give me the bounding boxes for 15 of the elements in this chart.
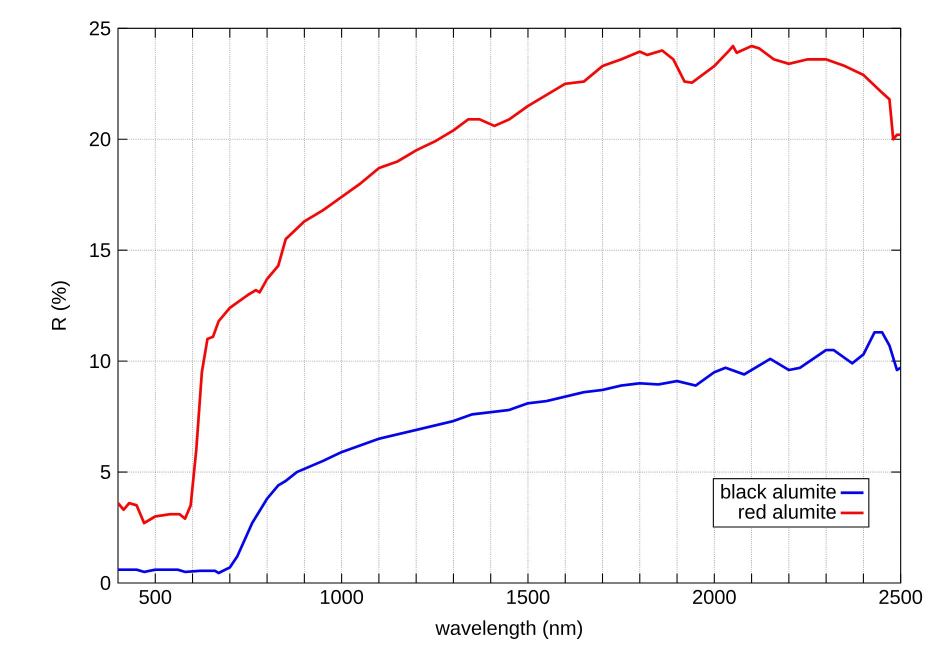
legend-label: red alumite	[739, 504, 836, 519]
x-tick-label: 1500	[507, 590, 550, 604]
y-axis-title: R (%)	[51, 281, 70, 330]
y-tick-label: 10	[90, 354, 110, 368]
x-tick-label: 2000	[693, 590, 736, 604]
y-tick-label: 15	[90, 243, 110, 258]
y-tick-label: 0	[100, 576, 110, 590]
x-tick-label: 2500	[879, 590, 922, 604]
y-tick-label: 5	[100, 465, 110, 480]
legend-label: black alumite	[721, 484, 836, 499]
y-tick-label: 25	[90, 21, 110, 36]
y-tick-label: 20	[90, 132, 110, 146]
x-axis-title: wavelength (nm)	[435, 620, 582, 639]
x-tick-label: 500	[139, 590, 172, 604]
x-tick-label: 1000	[320, 590, 364, 604]
